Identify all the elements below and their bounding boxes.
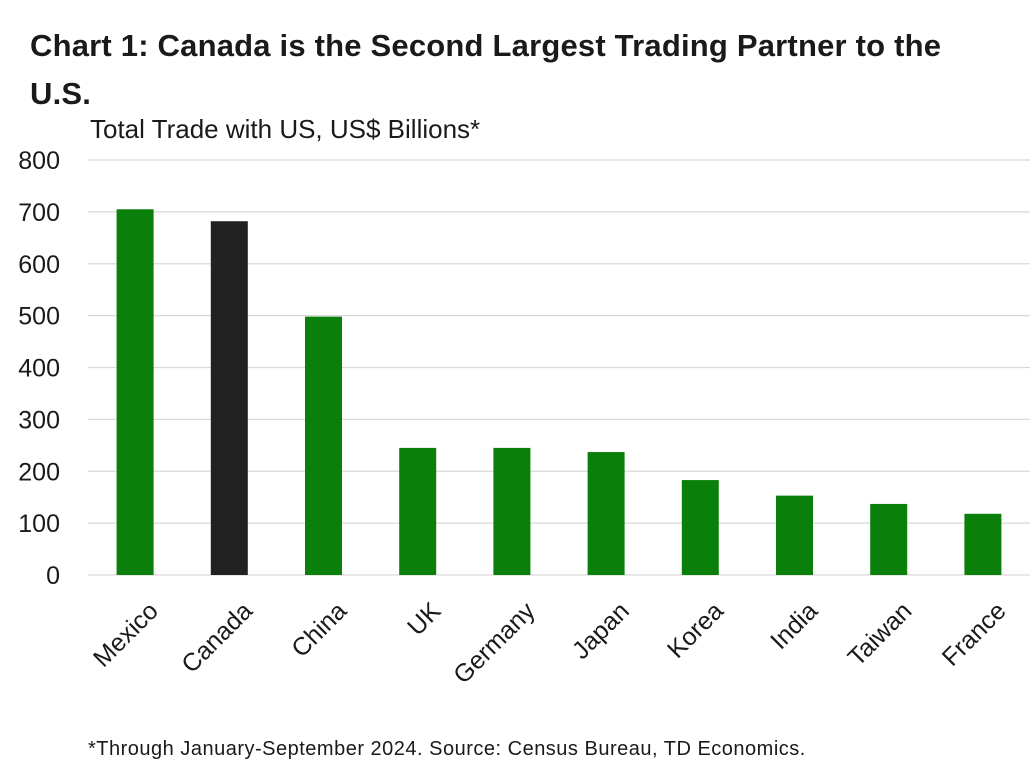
y-tick-label: 300 (18, 406, 60, 434)
x-tick-label-germany: Germany (448, 597, 541, 690)
x-tick-label-taiwan: Taiwan (843, 597, 918, 672)
y-tick-label: 700 (18, 199, 60, 227)
y-tick-label: 500 (18, 303, 60, 331)
bar-india (776, 495, 813, 575)
x-tick-label-uk: UK (402, 597, 447, 642)
y-tick-label: 100 (18, 510, 60, 538)
y-tick-label: 0 (46, 562, 60, 590)
chart-subtitle: Total Trade with US, US$ Billions* (90, 114, 481, 144)
bar-mexico (116, 209, 154, 575)
x-tick-label-japan: Japan (567, 597, 635, 665)
y-tick-label: 200 (18, 458, 60, 486)
chart-footnote: *Through January-September 2024. Source:… (88, 738, 806, 760)
chart-title: Chart 1: Canada is the Second Largest Tr… (30, 28, 942, 112)
y-axis-ticks: 0 100 200 300 400 500 600 700 800 (18, 147, 60, 590)
y-tick-label: 400 (18, 355, 60, 383)
bar-korea (681, 480, 719, 575)
bar-canada (210, 221, 248, 575)
bar-taiwan (870, 503, 908, 575)
x-axis-labels: Mexico Canada China UK Germany Japan Korea Indi… (88, 597, 1012, 690)
bar-japan (587, 452, 625, 575)
x-tick-label-china: China (286, 597, 352, 663)
x-tick-label-korea: Korea (662, 597, 729, 664)
bar-china (305, 316, 342, 575)
x-tick-label-india: India (765, 597, 823, 655)
bar-germany (493, 447, 531, 575)
x-tick-label-canada: Canada (176, 597, 258, 679)
bar-uk (399, 447, 437, 575)
x-tick-label-france: France (937, 597, 1012, 672)
y-tick-label: 800 (18, 147, 60, 175)
bars (116, 209, 1002, 575)
y-tick-label: 600 (18, 251, 60, 279)
bar-france (964, 513, 1002, 575)
x-tick-label-mexico: Mexico (88, 597, 164, 673)
